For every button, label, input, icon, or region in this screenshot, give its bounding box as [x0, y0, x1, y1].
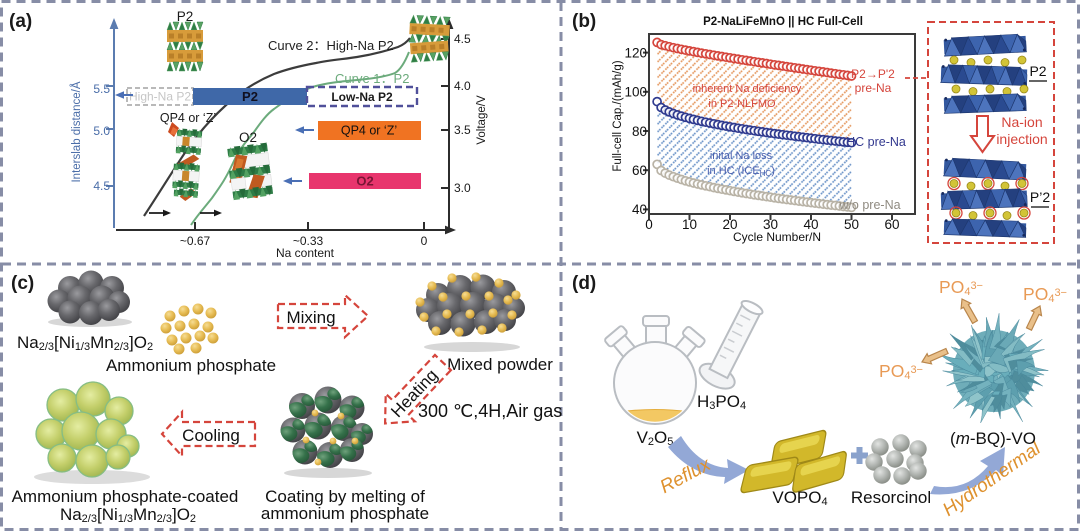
- svg-text:(a): (a): [9, 11, 32, 32]
- svg-text:QP4 or ‘Z’: QP4 or ‘Z’: [341, 124, 397, 138]
- svg-text:P2: P2: [242, 89, 258, 104]
- svg-text:4.0: 4.0: [454, 79, 471, 93]
- svg-text:Curve 1：P2: Curve 1：P2: [335, 71, 409, 86]
- svg-text:P’2: P’2: [1030, 189, 1050, 205]
- svg-text:pre-Na: pre-Na: [855, 81, 892, 95]
- svg-text:80: 80: [632, 124, 647, 139]
- svg-text:High-Na P2: High-Na P2: [129, 90, 191, 104]
- svg-text:Low-Na P2: Low-Na P2: [331, 90, 393, 104]
- svg-text:PO43−: PO43−: [1023, 284, 1067, 305]
- svg-text:inital Na loss: inital Na loss: [710, 150, 773, 162]
- svg-text:V2O5: V2O5: [637, 428, 674, 448]
- svg-text:in HC (ICEHC): in HC (ICEHC): [707, 165, 775, 178]
- svg-text:Ammonium phosphate: Ammonium phosphate: [106, 356, 276, 375]
- svg-text:H3PO4: H3PO4: [697, 392, 746, 412]
- svg-text:Curve 2：High-Na P2: Curve 2：High-Na P2: [268, 38, 394, 53]
- svg-text:3.0: 3.0: [454, 181, 471, 195]
- svg-text:Ammonium phosphate-coated: Ammonium phosphate-coated: [12, 487, 239, 506]
- svg-text:3.5: 3.5: [454, 123, 471, 137]
- svg-text:4.5: 4.5: [454, 32, 471, 46]
- svg-text:100: 100: [624, 85, 647, 100]
- svg-text:40: 40: [632, 202, 647, 217]
- svg-text:(c): (c): [11, 273, 34, 294]
- svg-text:Mixing: Mixing: [286, 308, 335, 327]
- svg-text:120: 120: [624, 45, 647, 60]
- svg-text:PO43−: PO43−: [879, 361, 923, 382]
- svg-text:Mixed powder: Mixed powder: [447, 355, 553, 374]
- svg-text:5.0: 5.0: [93, 124, 110, 138]
- svg-text:(d): (d): [572, 273, 596, 294]
- svg-text:Na content: Na content: [276, 246, 335, 260]
- svg-text:Resorcinol: Resorcinol: [851, 488, 931, 507]
- svg-text:~0.33: ~0.33: [293, 234, 324, 248]
- svg-text:P2: P2: [177, 9, 194, 24]
- svg-text:4.5: 4.5: [93, 179, 110, 193]
- svg-text:Na2/3[Ni1/3Mn2/3]O2: Na2/3[Ni1/3Mn2/3]O2: [60, 505, 196, 525]
- svg-text:Na2/3[Ni1/3Mn2/3]O2: Na2/3[Ni1/3Mn2/3]O2: [17, 333, 153, 353]
- svg-text:50: 50: [844, 217, 859, 232]
- svg-text:VOPO4: VOPO4: [772, 488, 827, 508]
- svg-text:inherent Na deficiency: inherent Na deficiency: [693, 83, 802, 95]
- svg-text:Cooling: Cooling: [182, 426, 240, 445]
- svg-text:w/o pre-Na: w/o pre-Na: [838, 198, 900, 212]
- svg-text:0: 0: [421, 234, 428, 248]
- svg-text:O2: O2: [239, 130, 257, 145]
- svg-text:Coating by melting of: Coating by melting of: [265, 487, 425, 506]
- svg-text:P2: P2: [1029, 63, 1046, 79]
- svg-text:O2: O2: [356, 174, 373, 189]
- svg-text:Voltage/V: Voltage/V: [476, 95, 488, 145]
- svg-text:5.5: 5.5: [93, 82, 110, 96]
- svg-text:20: 20: [722, 217, 737, 232]
- svg-text:QP4 or ‘Z’: QP4 or ‘Z’: [160, 111, 216, 125]
- svg-text:60: 60: [632, 163, 647, 178]
- svg-text:10: 10: [682, 217, 697, 232]
- svg-text:~0.67: ~0.67: [180, 234, 211, 248]
- svg-text:P2→P'2: P2→P'2: [851, 67, 895, 81]
- svg-text:PO43−: PO43−: [939, 277, 983, 298]
- svg-text:Full-cell Cap./(mAh/g): Full-cell Cap./(mAh/g): [612, 60, 624, 171]
- svg-text:(m-BQ)-VO: (m-BQ)-VO: [950, 429, 1036, 448]
- svg-text:P2-NaLiFeMnO || HC Full-Cell: P2-NaLiFeMnO || HC Full-Cell: [703, 16, 863, 28]
- svg-text:HC pre-Na: HC pre-Na: [846, 135, 906, 149]
- svg-text:Interslab distance/Å: Interslab distance/Å: [70, 81, 83, 182]
- svg-text:Na-ion: Na-ion: [1001, 114, 1042, 130]
- svg-text:60: 60: [884, 217, 899, 232]
- svg-text:30: 30: [763, 217, 778, 232]
- svg-text:injection: injection: [996, 131, 1047, 147]
- svg-text:300 ℃,4H,Air gas: 300 ℃,4H,Air gas: [418, 401, 562, 421]
- svg-text:Cycle Number/N: Cycle Number/N: [733, 230, 821, 244]
- svg-text:(b): (b): [572, 11, 596, 32]
- svg-text:Hydrothermal: Hydrothermal: [939, 438, 1045, 521]
- svg-text:0: 0: [645, 217, 653, 232]
- svg-text:ammonium phosphate: ammonium phosphate: [261, 504, 429, 523]
- svg-text:in P2-NLFMO: in P2-NLFMO: [708, 98, 776, 110]
- svg-text:40: 40: [803, 217, 818, 232]
